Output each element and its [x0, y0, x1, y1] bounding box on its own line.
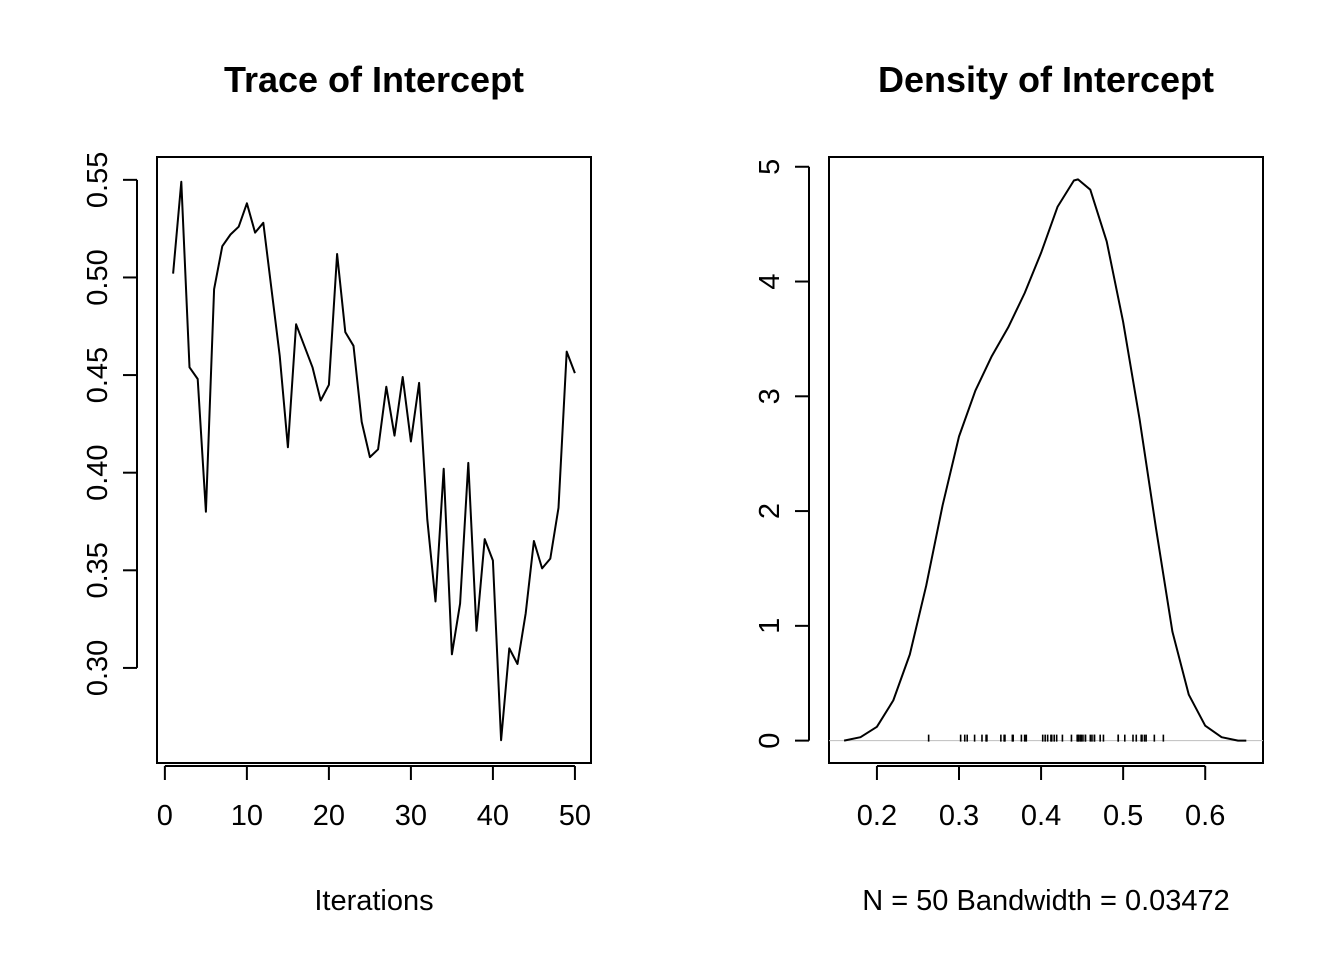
density-x-axis-label: N = 50 Bandwidth = 0.03472 [862, 885, 1230, 917]
density-y-tick-label: 0 [754, 733, 786, 749]
trace-plot-panel: Trace of Intercept 0.300.350.400.450.500… [82, 59, 592, 917]
density-y-tick-label: 1 [754, 618, 786, 634]
trace-x-tick-label: 30 [395, 800, 427, 832]
trace-plot-title: Trace of Intercept [224, 59, 524, 100]
density-x-tick-label: 0.3 [939, 800, 979, 832]
trace-x-tick-label: 10 [231, 800, 263, 832]
density-x-tick-label: 0.4 [1021, 800, 1061, 832]
density-plot-title: Density of Intercept [878, 59, 1214, 100]
density-rug-marks [927, 734, 1165, 742]
trace-x-tick-label: 40 [477, 800, 509, 832]
trace-x-tick-label: 0 [157, 800, 173, 832]
trace-y-axis: 0.30 0.35 0.40 0.45 0.50 0.55 [82, 152, 138, 696]
trace-y-tick-label: 0.55 [82, 152, 114, 208]
density-plot-panel: Density of Intercept 0 1 2 3 4 5 0.2 0.3 0.4 0.5… [754, 59, 1264, 917]
trace-y-tick-label: 0.50 [82, 249, 114, 305]
trace-y-tick-label: 0.45 [82, 347, 114, 403]
trace-plot-frame [156, 156, 592, 764]
density-curve [843, 178, 1247, 742]
trace-y-tick-label: 0.40 [82, 444, 114, 500]
density-x-tick-label: 0.5 [1103, 800, 1143, 832]
density-y-tick-label: 3 [754, 388, 786, 404]
trace-x-tick-label: 50 [559, 800, 591, 832]
density-plot-frame [828, 156, 1264, 764]
trace-y-tick-label: 0.30 [82, 640, 114, 696]
density-y-tick-label: 5 [754, 159, 786, 175]
density-y-axis: 0 1 2 3 4 5 [754, 159, 810, 749]
trace-x-axis-label: Iterations [314, 885, 433, 917]
density-x-axis: 0.2 0.3 0.4 0.5 0.6 [857, 765, 1225, 832]
trace-series-line [172, 180, 576, 742]
trace-x-tick-label: 20 [313, 800, 345, 832]
density-x-tick-label: 0.2 [857, 800, 897, 832]
trace-y-tick-label: 0.35 [82, 542, 114, 598]
density-x-tick-label: 0.6 [1185, 800, 1225, 832]
density-y-tick-label: 2 [754, 503, 786, 519]
trace-x-axis: 0 10 20 30 40 50 [157, 765, 591, 832]
density-y-tick-label: 4 [754, 273, 786, 289]
